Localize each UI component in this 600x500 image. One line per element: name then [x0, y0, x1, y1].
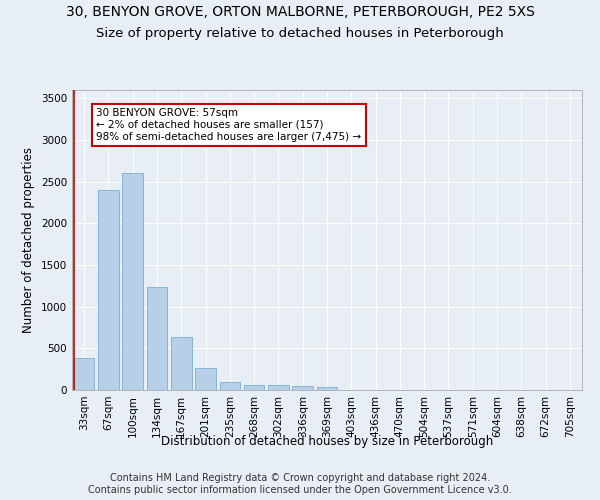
Bar — [98, 190, 119, 390]
Text: 30 BENYON GROVE: 57sqm
← 2% of detached houses are smaller (157)
98% of semi-det: 30 BENYON GROVE: 57sqm ← 2% of detached … — [96, 108, 361, 142]
Bar — [268, 385, 289, 390]
Bar — [146, 286, 167, 390]
Bar — [317, 387, 337, 390]
Text: 30, BENYON GROVE, ORTON MALBORNE, PETERBOROUGH, PE2 5XS: 30, BENYON GROVE, ORTON MALBORNE, PETERB… — [65, 5, 535, 19]
Text: Contains HM Land Registry data © Crown copyright and database right 2024.
Contai: Contains HM Land Registry data © Crown c… — [88, 474, 512, 495]
Text: Size of property relative to detached houses in Peterborough: Size of property relative to detached ho… — [96, 28, 504, 40]
Bar — [171, 336, 191, 390]
Bar — [244, 385, 265, 390]
Bar — [74, 358, 94, 390]
Bar — [122, 174, 143, 390]
Bar — [292, 386, 313, 390]
Bar — [195, 368, 216, 390]
Bar — [220, 382, 240, 390]
Y-axis label: Number of detached properties: Number of detached properties — [22, 147, 35, 333]
Text: Distribution of detached houses by size in Peterborough: Distribution of detached houses by size … — [161, 435, 493, 448]
